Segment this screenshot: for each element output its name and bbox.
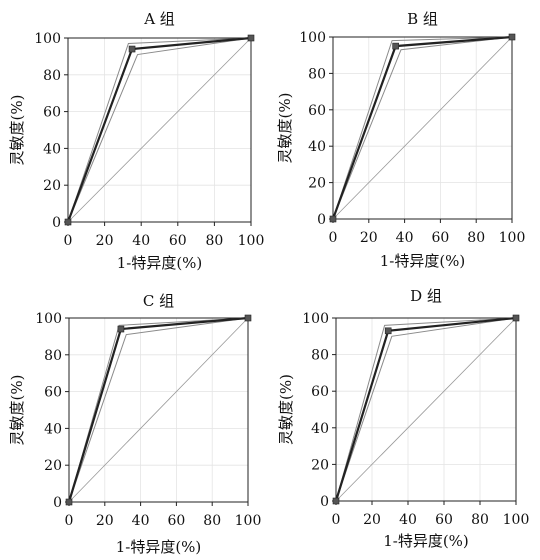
- reference-diagonal-line: [332, 36, 513, 220]
- y-tick-label: 80: [308, 66, 326, 82]
- roc-ci-upper-line: [335, 317, 517, 502]
- y-tick-label: 80: [44, 348, 62, 364]
- x-tick-label: 100: [503, 512, 530, 528]
- panel-title: B 组: [407, 10, 438, 28]
- roc-point-marker: [329, 215, 337, 223]
- panel-title: D 组: [410, 287, 442, 305]
- y-axis-label: 灵敏度(%): [8, 375, 26, 446]
- y-tick-label: 20: [43, 178, 61, 194]
- y-tick-label: 0: [52, 215, 61, 231]
- x-tick-label: 20: [363, 512, 381, 528]
- y-tick-label: 100: [34, 31, 61, 47]
- x-tick-label: 80: [467, 230, 485, 246]
- y-tick-label: 40: [311, 421, 329, 437]
- plot-area-frame: [332, 36, 513, 220]
- panel-title: C 组: [143, 292, 174, 310]
- roc-ci-lower-line: [335, 317, 517, 502]
- roc-ci-upper-line: [67, 37, 252, 223]
- y-tick-label: 40: [44, 421, 62, 437]
- x-tick-label: 60: [435, 512, 453, 528]
- x-tick-label: 100: [238, 233, 265, 249]
- x-tick-label: 80: [203, 513, 221, 529]
- x-tick-label: 20: [360, 230, 378, 246]
- roc-point-marker: [65, 498, 73, 506]
- y-tick-label: 100: [35, 311, 62, 327]
- roc-point-marker: [512, 314, 520, 322]
- roc-point-marker: [64, 218, 72, 226]
- y-tick-label: 40: [308, 139, 326, 155]
- x-tick-label: 60: [431, 230, 449, 246]
- plot-area-frame: [335, 317, 517, 502]
- y-tick-label: 100: [299, 30, 326, 46]
- roc-point-marker: [117, 325, 125, 333]
- x-tick-label: 100: [235, 513, 262, 529]
- y-tick-label: 80: [43, 68, 61, 84]
- x-tick-label: 40: [132, 233, 150, 249]
- y-tick-label: 60: [43, 105, 61, 121]
- reference-diagonal-line: [68, 317, 249, 503]
- y-tick-label: 20: [308, 176, 326, 192]
- roc-ci-lower-line: [332, 36, 513, 220]
- reference-diagonal-line: [67, 37, 252, 223]
- roc-panel-2: 0 20 40 60 80 100 0 20 40 60 80 100 B 组 1-特异度(%) 灵敏度(%…: [276, 10, 525, 270]
- x-tick-label: 0: [332, 512, 341, 528]
- roc-point-marker: [244, 314, 252, 322]
- x-tick-label: 40: [396, 230, 414, 246]
- roc-point-marker: [247, 34, 255, 42]
- y-axis-label: 灵敏度(%): [276, 93, 294, 164]
- y-axis-label: 灵敏度(%): [8, 95, 26, 166]
- x-tick-label: 0: [64, 233, 73, 249]
- plot-area-frame: [67, 37, 252, 223]
- roc-point-marker: [384, 327, 392, 335]
- x-axis-label: 1-特异度(%): [380, 252, 466, 270]
- roc-panel-4: 0 20 40 60 80 100 0 20 40 60 80 100 D 组 1-特异度(%) 灵敏度(%…: [277, 287, 529, 550]
- y-tick-label: 0: [317, 212, 326, 228]
- x-tick-label: 20: [96, 513, 114, 529]
- x-tick-label: 100: [499, 230, 526, 246]
- y-tick-label: 100: [302, 311, 329, 327]
- x-tick-label: 0: [65, 513, 74, 529]
- x-tick-label: 80: [205, 233, 223, 249]
- roc-point-marker: [392, 42, 399, 50]
- y-axis-label: 灵敏度(%): [277, 374, 295, 445]
- y-tick-label: 0: [53, 495, 62, 511]
- roc-point-marker: [508, 33, 516, 41]
- y-tick-label: 0: [320, 494, 329, 510]
- y-tick-label: 20: [44, 458, 62, 474]
- x-axis-label: 1-特异度(%): [117, 254, 203, 272]
- x-tick-label: 40: [132, 513, 150, 529]
- y-tick-label: 60: [308, 103, 326, 119]
- roc-panel-1: 0 20 40 60 80 100 0 20 40 60 80 100 A 组 1-特异度(%) 灵敏度(%…: [8, 10, 264, 272]
- roc-ci-lower-line: [68, 317, 249, 503]
- roc-ci-lower-line: [67, 37, 252, 223]
- x-tick-label: 60: [167, 513, 185, 529]
- x-tick-label: 40: [399, 512, 417, 528]
- reference-diagonal-line: [335, 317, 517, 502]
- y-tick-label: 80: [311, 348, 329, 364]
- y-tick-label: 20: [311, 457, 329, 473]
- roc-panel-3: 0 20 40 60 80 100 0 20 40 60 80 100 C 组 1-特异度(%) 灵敏度(%…: [8, 292, 261, 556]
- y-tick-label: 60: [44, 385, 62, 401]
- x-axis-label: 1-特异度(%): [383, 532, 469, 550]
- y-tick-label: 60: [311, 384, 329, 400]
- x-tick-label: 20: [96, 233, 114, 249]
- x-tick-label: 80: [471, 512, 489, 528]
- x-tick-label: 60: [169, 233, 187, 249]
- roc-ci-upper-line: [332, 36, 513, 220]
- x-axis-label: 1-特异度(%): [116, 538, 202, 556]
- roc-point-marker: [332, 497, 340, 505]
- roc-point-marker: [128, 45, 136, 53]
- plot-area-frame: [68, 317, 249, 503]
- y-tick-label: 40: [43, 141, 61, 157]
- x-tick-label: 0: [329, 230, 338, 246]
- panel-title: A 组: [143, 10, 175, 28]
